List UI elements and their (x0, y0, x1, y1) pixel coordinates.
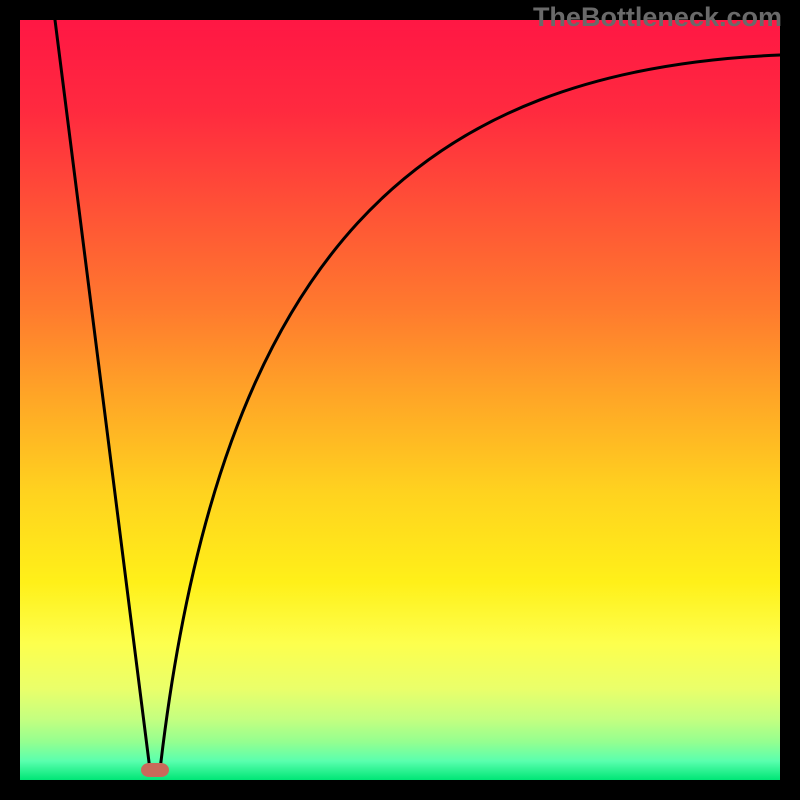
min-marker (141, 763, 169, 777)
right-curve (160, 55, 780, 770)
watermark-text: TheBottleneck.com (533, 2, 782, 33)
plot-area (20, 20, 780, 780)
left-curve (55, 20, 150, 770)
curves-layer (20, 20, 780, 780)
chart-container: TheBottleneck.com (0, 0, 800, 800)
